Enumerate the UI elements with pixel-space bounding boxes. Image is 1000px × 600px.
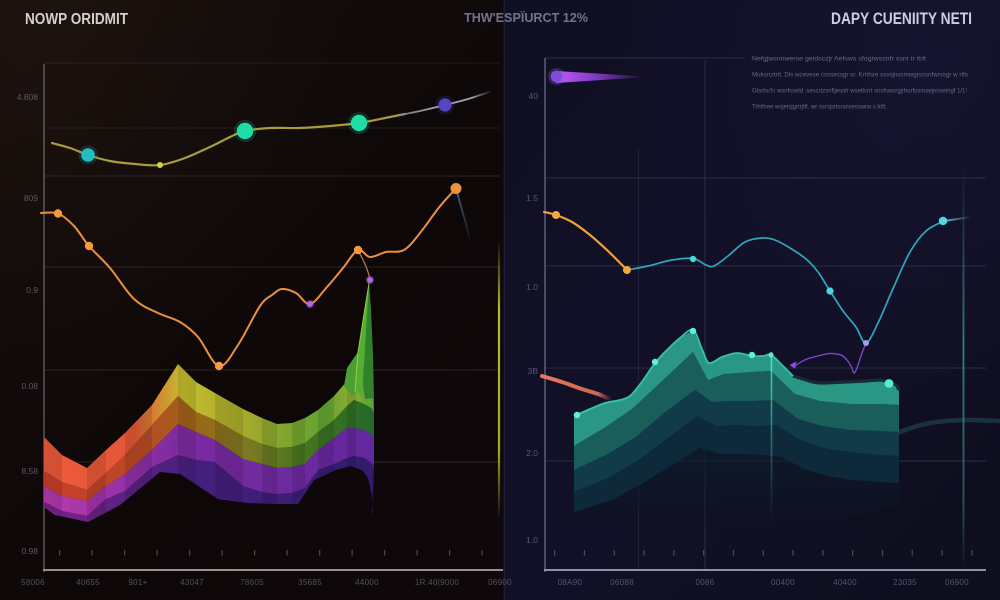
svg-text:06088: 06088 [610,578,634,587]
svg-text:0.08: 0.08 [21,381,38,391]
svg-text:1.0: 1.0 [526,282,538,292]
svg-text:NOWP ORIDMIT: NOWP ORIDMIT [25,11,128,28]
svg-text:Nefgjwsnnwerse geidsczjr Aefsw: Nefgjwsnnwerse geidsczjr Aefsws sfogrwsc… [752,56,926,63]
svg-text:06900: 06900 [488,578,512,587]
svg-text:40400: 40400 [833,578,857,587]
svg-text:35685: 35685 [298,578,322,587]
svg-text:40655: 40655 [76,578,100,587]
svg-text:40: 40 [529,91,539,101]
svg-text:78605: 78605 [240,578,264,587]
svg-text:809: 809 [24,193,38,203]
svg-text:Gtsrhu'ls wsnfsseld .sescrtzsn: Gtsrhu'ls wsnfsseld .sescrtzsnfljessfr w… [752,88,967,95]
svg-text:Trhtfsee wsjetsjgrtrjtft. wr s: Trhtfsee wsjetsjgrtrjtft. wr ssrsjsrtsrs… [752,104,887,111]
svg-text:23035: 23035 [893,578,917,587]
svg-text:44000: 44000 [355,578,379,587]
svg-text:0.9: 0.9 [26,285,38,295]
svg-text:0.98: 0.98 [21,546,38,556]
svg-text:4.808: 4.808 [17,92,39,102]
svg-text:DAPY CUENIITY NETI: DAPY CUENIITY NETI [831,10,972,28]
svg-text:43047: 43047 [180,578,204,587]
svg-text:08A90: 08A90 [558,578,583,587]
svg-text:Muksrcrtrit. Dis wcevese cssse: Muksrcrtrit. Dis wcevese csssecsgr sr. K… [752,72,968,79]
svg-text:8.58: 8.58 [21,466,38,476]
svg-text:58006: 58006 [21,578,45,587]
svg-text:THW'ESPÏURCT 12%: THW'ESPÏURCT 12% [464,10,588,25]
svg-text:00400: 00400 [771,578,795,587]
svg-text:3B: 3B [528,366,539,376]
svg-text:06900: 06900 [945,578,969,587]
svg-text:0086: 0086 [696,578,715,587]
svg-text:1.5: 1.5 [526,193,538,203]
svg-text:2.0: 2.0 [526,448,538,458]
svg-text:1R.40|9000: 1R.40|9000 [415,578,459,587]
svg-text:901+: 901+ [128,578,147,587]
svg-text:1.0: 1.0 [526,535,538,545]
